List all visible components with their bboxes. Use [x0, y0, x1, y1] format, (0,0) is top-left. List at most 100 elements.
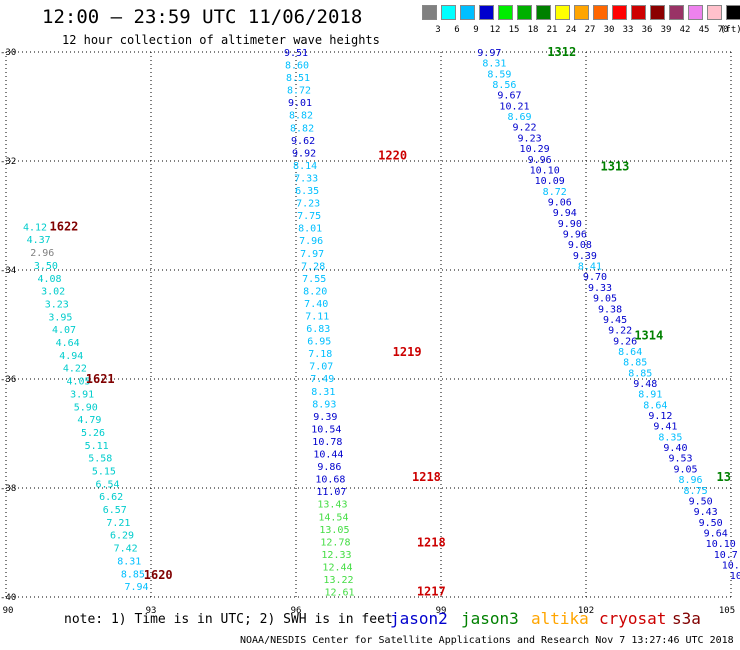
wave-height-value: 5.11 [85, 441, 109, 452]
y-tick-label: -34 [0, 266, 16, 276]
wave-height-value: 12.33 [321, 550, 351, 561]
wave-height-value: 8.14 [293, 161, 317, 172]
pass-time-label: 1217 [417, 585, 446, 599]
wave-height-value: 7.28 [301, 261, 325, 272]
wave-height-value: 7.75 [297, 211, 321, 222]
scale-swatch [650, 5, 665, 20]
wave-height-value: 9.97 [477, 48, 501, 59]
scale-label: 27 [584, 25, 596, 35]
wave-height-value: 8.64 [618, 347, 642, 358]
wave-height-value: 6.83 [306, 324, 330, 335]
scale-label: 6 [454, 25, 460, 35]
pass-labels: 1312 1313 1314 13 1220 1219 1218 1218 1217 1622 16… [50, 45, 731, 599]
wave-height-value: 6.62 [99, 492, 123, 503]
wave-height-value: 14.54 [318, 512, 348, 523]
wave-height-value: 9.05 [673, 464, 697, 475]
scale-swatch [498, 5, 513, 20]
wave-height-value: 4.37 [27, 235, 51, 246]
pass-time-label: 1622 [50, 219, 79, 233]
y-tick-label: -38 [0, 484, 16, 494]
legend-cryosat: cryosat [599, 609, 667, 628]
wave-height-value: 7.33 [294, 173, 318, 184]
wave-height-value: 8.69 [507, 112, 531, 123]
scale-label: 45 [698, 25, 710, 35]
wave-height-value: 5.58 [88, 454, 112, 465]
scale-swatch [574, 5, 589, 20]
x-tick-label: 93 [146, 606, 157, 616]
wave-height-value: 7.96 [299, 236, 323, 247]
scale-label: 36 [641, 25, 653, 35]
wave-height-value: 7.11 [305, 312, 329, 323]
wave-height-value: 10.29 [520, 144, 550, 155]
wave-height-value: 10 [730, 571, 740, 582]
wave-height-value: 3.02 [41, 287, 65, 298]
wave-height-value: 9.39 [313, 412, 337, 423]
wave-height-value: 9.05 [593, 294, 617, 305]
wave-height-value: 6.95 [307, 337, 331, 348]
scale-label: 18 [527, 25, 539, 35]
wave-height-value: 2.96 [30, 248, 54, 259]
wave-height-value: 4.94 [59, 351, 83, 362]
wave-height-value: 9.90 [558, 219, 582, 230]
wave-height-value: 8.35 [658, 432, 682, 443]
wave-height-value: 8.91 [638, 390, 662, 401]
wave-height-value: 10.44 [313, 450, 343, 461]
x-tick-label: 105 [719, 606, 735, 616]
scale-swatch [460, 5, 475, 20]
scale-label: 12 [489, 25, 501, 35]
wave-height-value: 8.01 [298, 224, 322, 235]
wave-height-value: 6.54 [95, 479, 119, 490]
x-tick-label: 102 [578, 606, 594, 616]
wave-height-value: 3.50 [34, 261, 58, 272]
x-tick-label: 96 [291, 606, 302, 616]
pass-time-label: 1314 [634, 328, 663, 342]
x-tick-label: 90 [3, 606, 14, 616]
scale-swatch [688, 5, 703, 20]
legend-jason2: jason2 [390, 609, 448, 628]
wave-height-value: 4.07 [52, 325, 76, 336]
scale-label: 33 [622, 25, 634, 35]
wave-height-value: 10. [722, 561, 740, 572]
wave-height-value: 7.55 [302, 274, 326, 285]
scale-label: 15 [508, 25, 520, 35]
wave-height-value: 8.93 [312, 399, 336, 410]
wave-height-value: 9.01 [288, 98, 312, 109]
wave-height-value: 8.72 [543, 187, 567, 198]
wave-height-value: 5.15 [92, 466, 116, 477]
pass-time-label: 1620 [144, 568, 173, 582]
pass-time-label: 1219 [393, 345, 422, 359]
pass-time-label: 1313 [601, 159, 630, 173]
wave-height-value: 12.61 [324, 588, 354, 599]
pass-time-label: 1220 [378, 149, 407, 163]
pass-time-label: 1218 [412, 470, 441, 484]
scale-label: (ft) [720, 25, 740, 35]
wave-height-value: 10.21 [499, 101, 529, 112]
wave-height-value: 4.08 [37, 274, 61, 285]
wave-height-value: 10.54 [311, 424, 341, 435]
scale-label: 30 [603, 25, 615, 35]
page-subtitle: 12 hour collection of altimeter wave hei… [62, 33, 380, 47]
scale-swatch [517, 5, 532, 20]
footer-note: note: 1) Time is in UTC; 2) SWH is in fe… [64, 612, 393, 627]
legend-s3a: s3a [672, 609, 701, 628]
wave-height-value: 9.33 [588, 283, 612, 294]
footer-credit: NOAA/NESDIS Center for Satellite Applica… [240, 635, 734, 646]
scale-swatch [593, 5, 608, 20]
wave-height-value: 9.51 [284, 48, 308, 59]
scale-swatch [631, 5, 646, 20]
scale-swatch [707, 5, 722, 20]
wave-height-value: 8.51 [286, 73, 310, 84]
wave-height-value: 8.75 [684, 486, 708, 497]
scale-label: 70 [717, 25, 729, 35]
scale-swatch [726, 5, 740, 20]
wave-height-value: 4.12 [23, 222, 47, 233]
wave-height-value: 4.05 [66, 377, 90, 388]
wave-height-value: 9.48 [633, 379, 657, 390]
wave-height-value: 9.22 [513, 123, 537, 134]
scale-swatch [612, 5, 627, 20]
wave-height-value: 8.85 [628, 368, 652, 379]
wave-height-value: 8.31 [482, 59, 506, 70]
wave-height-value: 7.07 [309, 362, 333, 373]
